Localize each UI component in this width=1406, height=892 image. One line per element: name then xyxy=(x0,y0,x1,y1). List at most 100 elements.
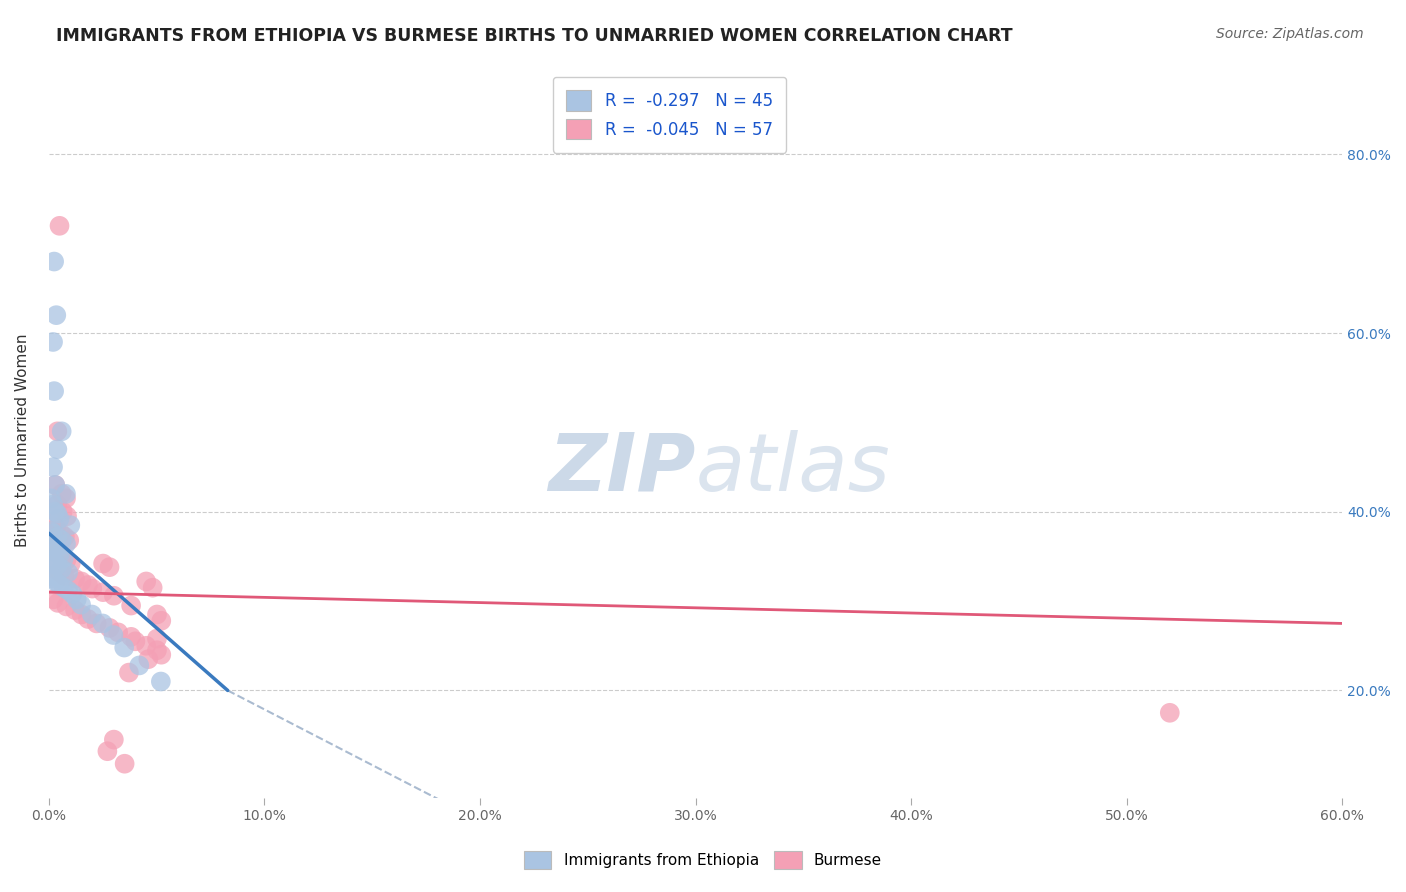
Point xyxy=(46,558,69,573)
Point xyxy=(52,505,75,519)
Point xyxy=(146,643,169,657)
Legend: Immigrants from Ethiopia, Burmese: Immigrants from Ethiopia, Burmese xyxy=(517,845,889,875)
Point xyxy=(52,581,75,595)
Text: ZIP: ZIP xyxy=(548,430,696,508)
Point xyxy=(53,530,76,544)
Point xyxy=(44,384,66,398)
Point xyxy=(46,425,69,439)
Legend: R =  -0.297   N = 45, R =  -0.045   N = 57: R = -0.297 N = 45, R = -0.045 N = 57 xyxy=(553,77,786,153)
Point xyxy=(42,592,65,607)
Point xyxy=(49,566,72,580)
Point xyxy=(91,616,114,631)
Point xyxy=(118,665,141,680)
Point xyxy=(42,516,65,530)
Point xyxy=(51,549,73,564)
Point xyxy=(142,581,165,595)
Point xyxy=(103,732,125,747)
Point xyxy=(42,557,65,571)
Point xyxy=(103,628,125,642)
Point xyxy=(45,308,67,322)
Text: Source: ZipAtlas.com: Source: ZipAtlas.com xyxy=(1216,27,1364,41)
Point xyxy=(46,545,69,559)
Point xyxy=(150,648,173,662)
Point xyxy=(150,614,173,628)
Point xyxy=(120,599,142,613)
Point xyxy=(44,478,66,492)
Point xyxy=(56,583,79,598)
Point xyxy=(77,612,100,626)
Point xyxy=(114,756,136,771)
Point xyxy=(48,578,70,592)
Point xyxy=(44,505,66,519)
Point xyxy=(112,640,135,655)
Point xyxy=(46,530,69,544)
Point xyxy=(55,553,77,567)
Point xyxy=(39,569,62,583)
Point xyxy=(80,607,103,622)
Point xyxy=(86,616,108,631)
Point xyxy=(146,607,169,622)
Point xyxy=(42,498,65,512)
Point xyxy=(1159,706,1181,720)
Point xyxy=(55,491,77,506)
Point xyxy=(42,542,65,557)
Point xyxy=(46,507,69,521)
Text: atlas: atlas xyxy=(696,430,890,508)
Point xyxy=(56,509,79,524)
Point xyxy=(44,545,66,559)
Point xyxy=(46,442,69,457)
Point xyxy=(63,572,86,586)
Point xyxy=(56,566,79,580)
Point xyxy=(70,574,93,589)
Point xyxy=(63,603,86,617)
Point xyxy=(45,521,67,535)
Point xyxy=(98,560,121,574)
Point xyxy=(44,478,66,492)
Point xyxy=(44,254,66,268)
Point xyxy=(42,572,65,586)
Point xyxy=(128,658,150,673)
Point xyxy=(46,596,69,610)
Point xyxy=(53,569,76,583)
Text: IMMIGRANTS FROM ETHIOPIA VS BURMESE BIRTHS TO UNMARRIED WOMEN CORRELATION CHART: IMMIGRANTS FROM ETHIOPIA VS BURMESE BIRT… xyxy=(56,27,1012,45)
Point xyxy=(82,582,104,596)
Point xyxy=(77,578,100,592)
Point xyxy=(55,537,77,551)
Point xyxy=(135,574,157,589)
Point xyxy=(62,587,84,601)
Point xyxy=(46,498,69,512)
Point xyxy=(70,598,93,612)
Point xyxy=(39,524,62,539)
Point xyxy=(96,744,118,758)
Point xyxy=(70,607,93,622)
Point xyxy=(107,625,129,640)
Y-axis label: Births to Unmarried Women: Births to Unmarried Women xyxy=(15,334,30,547)
Point xyxy=(41,539,63,553)
Point xyxy=(55,599,77,614)
Point xyxy=(135,639,157,653)
Point xyxy=(103,589,125,603)
Point xyxy=(98,621,121,635)
Point xyxy=(58,533,80,548)
Point xyxy=(45,563,67,577)
Point xyxy=(59,518,82,533)
Point xyxy=(42,334,65,349)
Point xyxy=(48,219,70,233)
Point xyxy=(91,557,114,571)
Point xyxy=(55,487,77,501)
Point xyxy=(39,491,62,506)
Point xyxy=(66,592,89,607)
Point xyxy=(52,551,75,566)
Point xyxy=(49,526,72,541)
Point xyxy=(91,585,114,599)
Point xyxy=(138,652,160,666)
Point xyxy=(42,460,65,475)
Point xyxy=(51,562,73,576)
Point xyxy=(149,674,172,689)
Point xyxy=(120,630,142,644)
Point xyxy=(51,487,73,501)
Point xyxy=(39,555,62,569)
Point xyxy=(51,533,73,548)
Point xyxy=(48,548,70,562)
Point xyxy=(41,560,63,574)
